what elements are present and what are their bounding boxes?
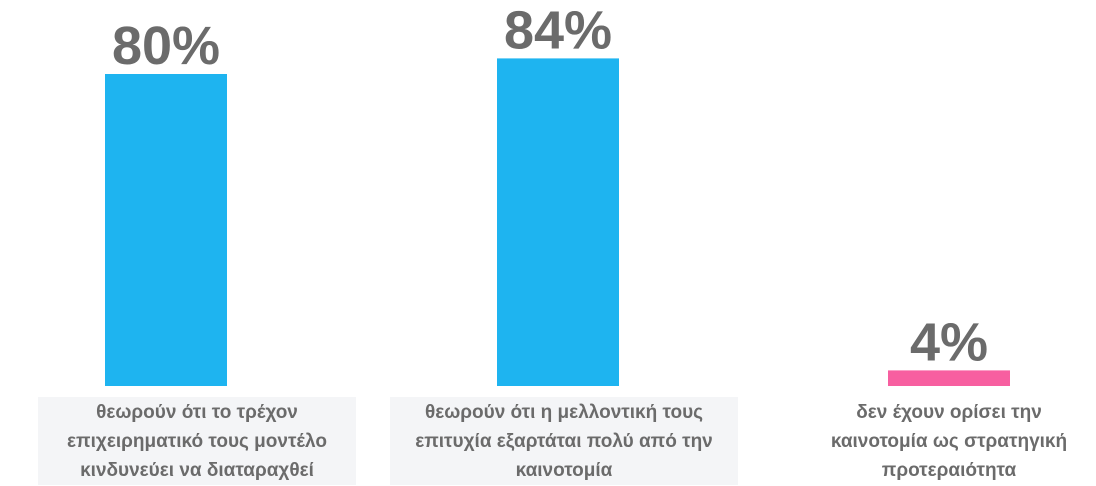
category-box-2: θεωρούν ότι η μελλοντική τους επιτυχία ε… bbox=[390, 397, 738, 485]
value-label-3: 4% bbox=[910, 312, 988, 372]
value-label-2: 84% bbox=[504, 0, 612, 60]
category-label-1: θεωρούν ότι το τρέχον επιχειρηματικό του… bbox=[67, 401, 327, 481]
category-label-3: δεν έχουν ορίσει την καινοτομία ως στρατ… bbox=[830, 401, 1068, 481]
category-label-2: θεωρούν ότι η μελλοντική τους επιτυχία ε… bbox=[415, 401, 713, 481]
bar-2 bbox=[497, 58, 619, 387]
value-label-1: 80% bbox=[112, 16, 220, 76]
bar-1 bbox=[105, 74, 227, 386]
category-box-1: θεωρούν ότι το τρέχον επιχειρηματικό του… bbox=[38, 397, 356, 485]
category-box-3: δεν έχουν ορίσει την καινοτομία ως στρατ… bbox=[808, 397, 1090, 485]
bar-3 bbox=[888, 370, 1010, 386]
